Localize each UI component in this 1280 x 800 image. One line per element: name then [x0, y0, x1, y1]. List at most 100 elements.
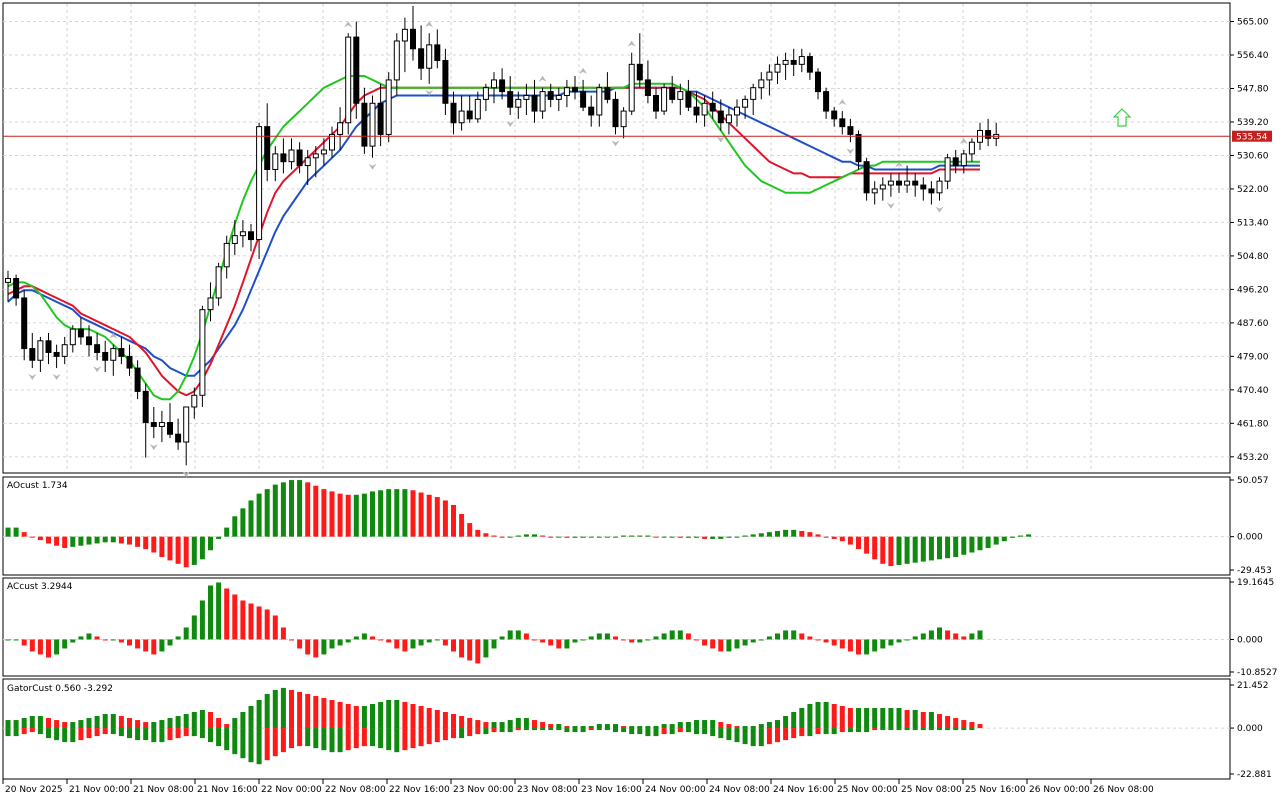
- histogram-bar: [588, 636, 594, 640]
- candle-body-up: [596, 87, 603, 116]
- gator-lower-bar: [402, 728, 408, 751]
- candle-body-down: [13, 277, 20, 299]
- candle: [69, 325, 76, 353]
- histogram-bar: [896, 536, 902, 565]
- price-tick-label: 479.00: [1237, 352, 1269, 362]
- candle-body-up: [304, 157, 311, 167]
- histogram-bar: [329, 639, 335, 649]
- osc-tick-label: -29.453: [1237, 566, 1272, 576]
- histogram-bar: [102, 536, 108, 543]
- fractal-down-marker: [28, 374, 37, 381]
- histogram-bar: [224, 527, 230, 537]
- gator-lower-bar: [807, 728, 813, 737]
- candle: [329, 126, 335, 158]
- gator-upper-bar: [710, 720, 716, 729]
- histogram-bar: [78, 536, 84, 546]
- histogram-bar: [556, 536, 562, 538]
- current-price-label: 535.54: [1236, 133, 1268, 143]
- gator-upper-bar: [629, 726, 635, 729]
- gator-upper-bar: [766, 722, 772, 729]
- histogram-bar: [847, 639, 853, 652]
- histogram-bar: [46, 536, 51, 544]
- candle-body-down: [685, 91, 692, 108]
- histogram-bar: [629, 535, 635, 537]
- histogram-bar: [37, 639, 43, 655]
- candle: [766, 64, 773, 96]
- candle: [150, 406, 157, 439]
- candle-body-down: [77, 328, 84, 338]
- histogram-bar: [21, 532, 27, 537]
- gator-lower-bar: [515, 728, 521, 731]
- gator-lower-bar: [102, 728, 108, 735]
- candle-body-down: [361, 102, 368, 147]
- gator-histogram: 21.452 0.000 -22.881: [3, 681, 1272, 780]
- histogram-bar: [928, 630, 934, 640]
- price-tick-label: 530.60: [1237, 151, 1269, 161]
- gator-lower-bar: [556, 728, 562, 731]
- histogram-bar: [742, 535, 748, 537]
- gator-upper-bar: [694, 720, 699, 729]
- candle-body-down: [86, 336, 92, 346]
- histogram-bar: [523, 534, 529, 537]
- gator-lower-bar: [702, 728, 708, 735]
- osc-tick-label: 19.1645: [1237, 578, 1274, 588]
- candle-body-up: [620, 110, 627, 128]
- price-tick-label: 547.80: [1237, 84, 1269, 94]
- histogram-bar: [21, 639, 27, 646]
- candle-body-up: [183, 406, 190, 443]
- gator-lower-bar: [912, 728, 918, 731]
- histogram-bar: [920, 536, 926, 562]
- gator-upper-bar: [685, 722, 691, 729]
- candle-body-up: [110, 348, 117, 361]
- gator-upper-bar: [621, 726, 627, 729]
- candle-body-up: [215, 266, 222, 299]
- gator-upper-bar: [977, 724, 983, 729]
- gator-lower-bar: [726, 728, 732, 741]
- histogram-bar: [151, 639, 157, 655]
- histogram-bar: [264, 609, 270, 640]
- histogram-bar: [240, 600, 246, 640]
- candle: [644, 60, 651, 104]
- gator-upper-bar: [70, 722, 76, 729]
- gator-upper-bar: [556, 724, 562, 729]
- histogram-bar: [183, 627, 189, 640]
- gator-lower-bar: [677, 728, 683, 733]
- histogram-bar: [313, 485, 319, 537]
- gator-upper-bar: [515, 718, 521, 729]
- histogram-bar: [661, 536, 667, 538]
- candle-body-down: [612, 98, 619, 128]
- gator-upper-bar: [483, 722, 489, 729]
- candle: [369, 95, 376, 158]
- gator-lower-bar: [321, 728, 327, 751]
- candle: [280, 138, 287, 174]
- candle: [734, 99, 740, 127]
- ao-pane-title: AOcust 1.734: [7, 481, 68, 491]
- gator-lower-bar: [856, 728, 861, 733]
- gator-lower-bar: [523, 728, 529, 731]
- histogram-bar: [969, 633, 975, 640]
- histogram-bar: [685, 633, 691, 640]
- gator-lower-bar: [831, 728, 837, 735]
- candle-body-down: [547, 91, 554, 100]
- gator-upper-bar: [13, 720, 19, 729]
- histogram-bar: [872, 536, 878, 560]
- histogram-bar: [402, 489, 408, 537]
- histogram-bar: [256, 606, 262, 640]
- histogram-bar: [815, 534, 821, 537]
- gator-upper-bar: [467, 718, 473, 729]
- gator-lower-bar: [289, 728, 294, 749]
- gator-upper-bar: [127, 718, 132, 729]
- candle: [45, 333, 52, 365]
- candle-body-up: [968, 141, 975, 155]
- histogram-bar: [280, 482, 286, 537]
- gator-upper-bar: [775, 720, 780, 729]
- gator-upper-bar: [143, 722, 149, 729]
- histogram-bar: [580, 536, 586, 538]
- histogram-bar: [143, 536, 149, 550]
- time-tick-label: 25 Nov 16:00: [965, 785, 1026, 795]
- candle-body-up: [515, 98, 522, 108]
- gator-upper-bar: [280, 687, 286, 729]
- histogram-bar: [143, 639, 149, 652]
- candle: [126, 344, 133, 376]
